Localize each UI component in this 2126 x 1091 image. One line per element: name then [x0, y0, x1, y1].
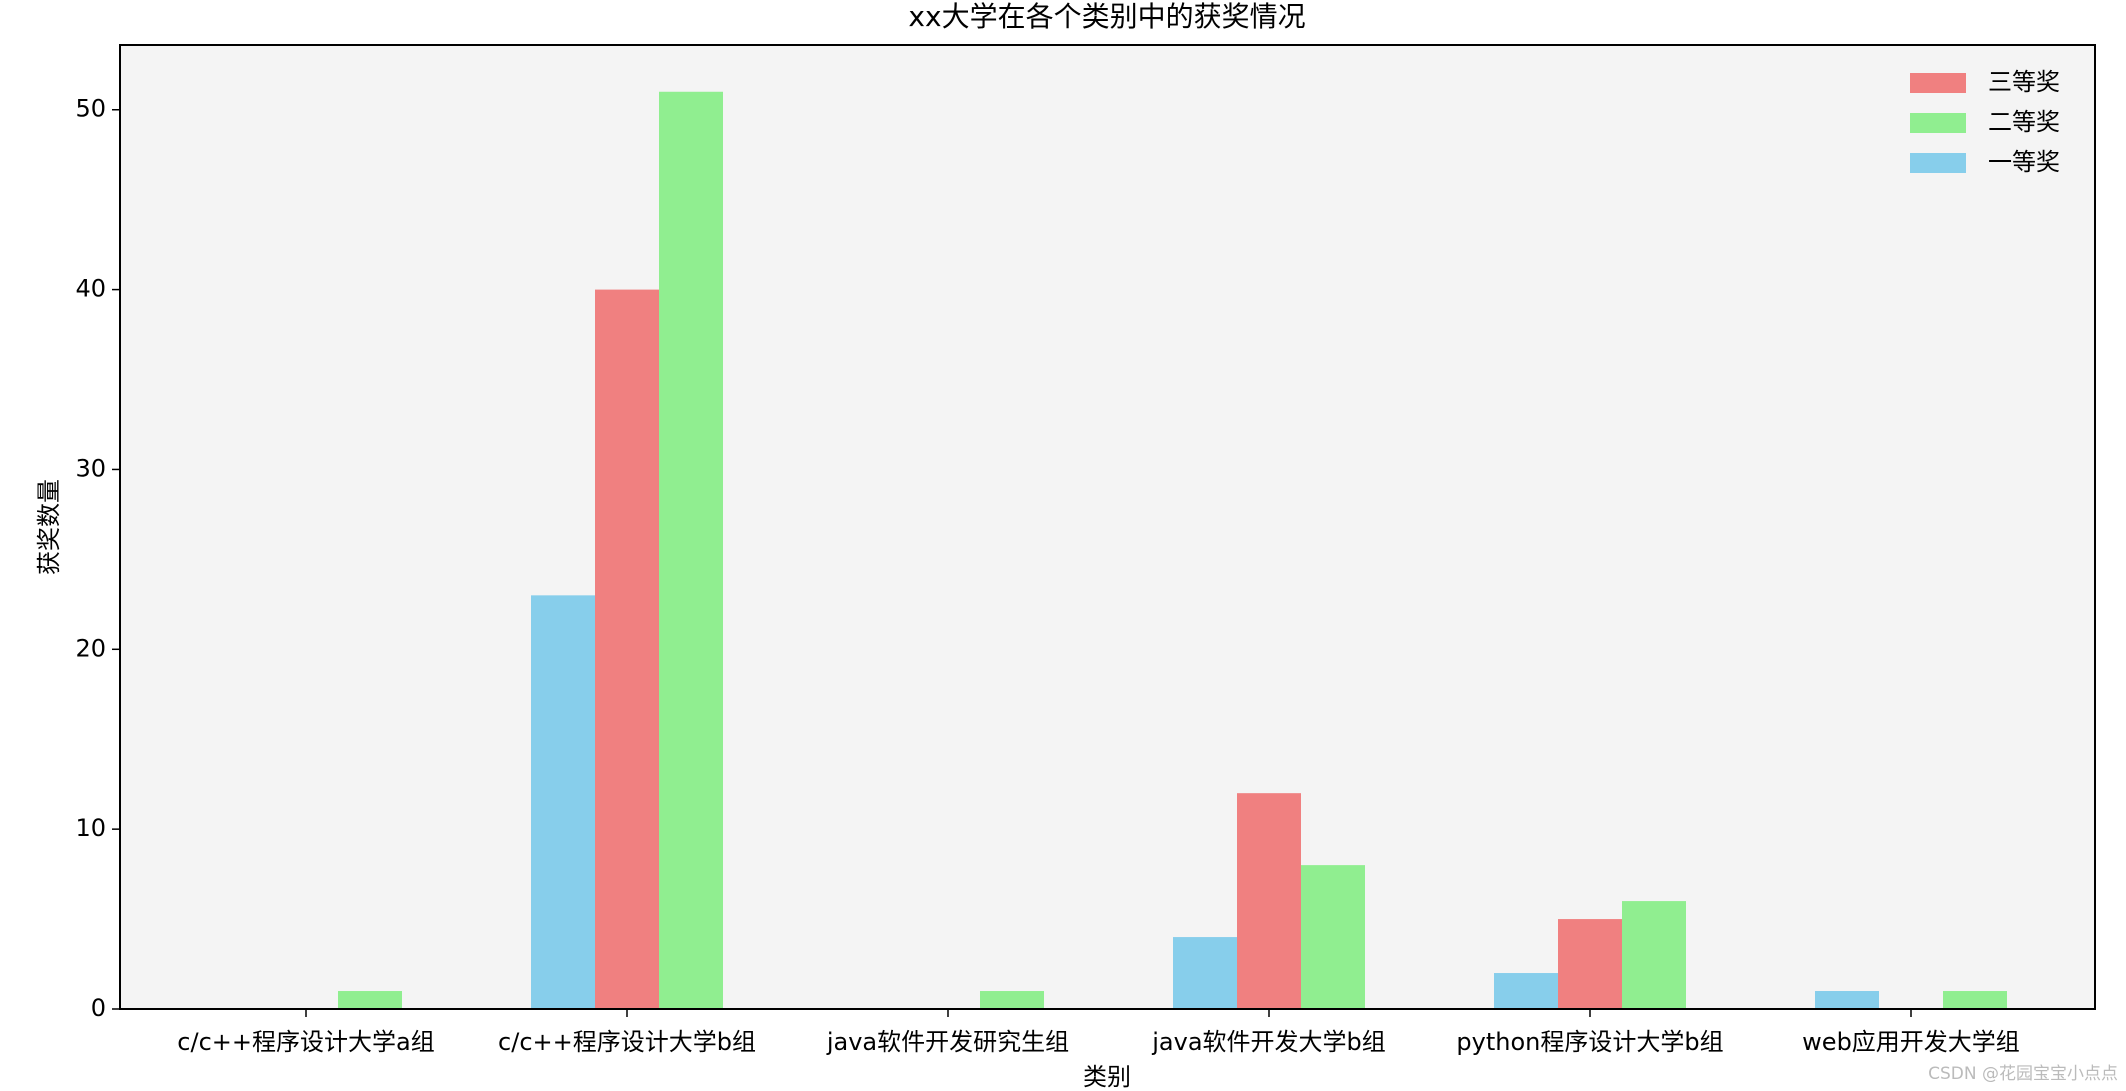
y-tick-label: 0 — [91, 994, 106, 1022]
y-tick-label: 50 — [75, 95, 106, 123]
bar — [659, 91, 723, 1010]
axes-frame — [119, 44, 2096, 1010]
legend-label: 二等奖 — [1988, 108, 2060, 136]
x-tick-label: c/c++程序设计大学a组 — [177, 1028, 434, 1056]
x-tick-label: web应用开发大学组 — [1802, 1028, 2020, 1056]
legend-label: 三等奖 — [1988, 68, 2060, 96]
bar — [531, 595, 595, 1009]
legend-swatch — [1910, 153, 1966, 173]
bar — [1622, 901, 1686, 1009]
y-axis-label: 获奖数量 — [35, 479, 63, 575]
y-tick-label: 30 — [75, 454, 106, 482]
watermark: CSDN @花园宝宝小点点 — [1928, 1064, 2118, 1084]
x-tick-label: python程序设计大学b组 — [1456, 1028, 1723, 1056]
y-tick-label: 20 — [75, 634, 106, 662]
y-tick-label: 10 — [75, 814, 106, 842]
bar — [338, 991, 402, 1009]
x-tick-label: java软件开发大学b组 — [1151, 1028, 1386, 1056]
bar — [1301, 865, 1365, 1009]
bar — [1494, 973, 1558, 1009]
x-tick-label: java软件开发研究生组 — [826, 1028, 1069, 1056]
bar — [1173, 937, 1237, 1009]
bar — [1943, 991, 2007, 1009]
x-tick-label: c/c++程序设计大学b组 — [498, 1028, 756, 1056]
chart-title: xx大学在各个类别中的获奖情况 — [908, 0, 1305, 33]
bar — [980, 991, 1044, 1009]
legend-swatch — [1910, 73, 1966, 93]
x-axis-label: 类别 — [1083, 1063, 1131, 1091]
bar — [1237, 793, 1301, 1009]
y-tick-label: 40 — [75, 275, 106, 303]
plot-area — [120, 45, 2095, 1009]
bar — [1558, 919, 1622, 1009]
legend-swatch — [1910, 113, 1966, 133]
bar — [595, 289, 659, 1009]
legend-label: 一等奖 — [1988, 148, 2060, 176]
bar — [1815, 991, 1879, 1009]
